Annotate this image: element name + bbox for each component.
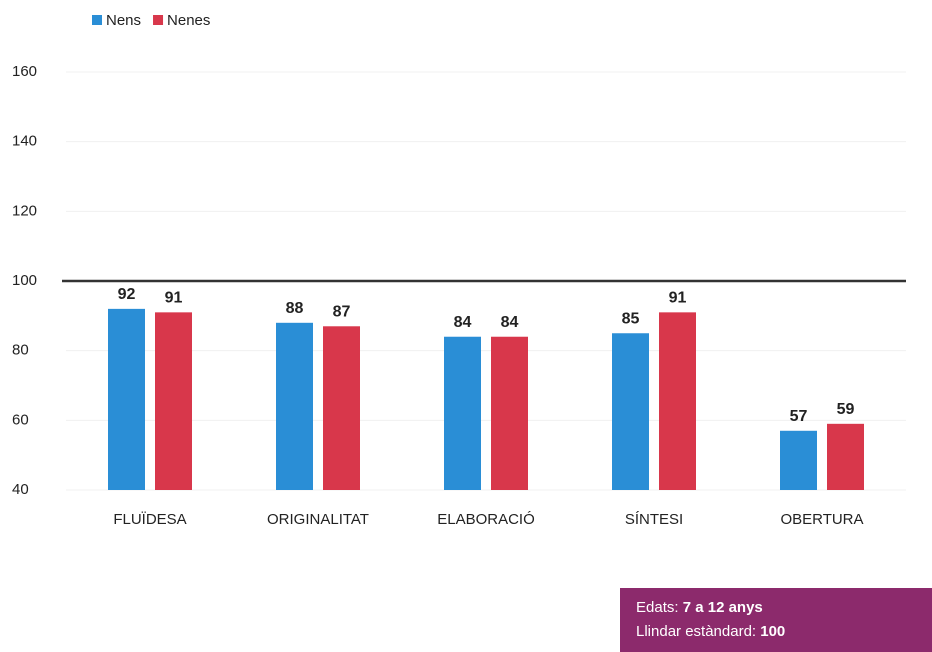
y-tick-label: 160 — [12, 63, 37, 80]
x-tick-label: ELABORACIÓ — [437, 511, 535, 528]
legend-label: Nenes — [167, 12, 210, 29]
value-label: 87 — [333, 304, 351, 321]
value-label: 91 — [165, 290, 183, 307]
bar — [491, 336, 528, 490]
x-tick-label: FLUÏDESA — [113, 511, 186, 528]
annotation-box — [620, 588, 932, 652]
y-tick-label: 40 — [12, 481, 29, 498]
legend-label: Nens — [106, 12, 141, 29]
bar — [659, 312, 696, 490]
annotation-threshold-value: 100 — [760, 623, 785, 640]
legend-swatch — [92, 15, 102, 25]
bar — [155, 312, 192, 490]
y-tick-label: 140 — [12, 133, 37, 150]
bar — [827, 423, 864, 490]
annotation-threshold: Llindar estàndard: 100 — [636, 623, 785, 640]
value-label: 57 — [790, 408, 808, 425]
x-tick-label: ORIGINALITAT — [267, 511, 369, 528]
annotation-threshold-label: Llindar estàndard: — [636, 623, 760, 640]
value-label: 59 — [837, 401, 855, 418]
annotation-ages: Edats: 7 a 12 anys — [636, 599, 763, 616]
value-label: 85 — [622, 310, 640, 327]
value-label: 88 — [286, 300, 304, 317]
y-tick-label: 100 — [12, 272, 37, 289]
bar — [108, 308, 145, 490]
bar — [780, 430, 817, 490]
value-label: 91 — [669, 290, 687, 307]
y-tick-label: 60 — [12, 411, 29, 428]
x-tick-label: OBERTURA — [780, 511, 863, 528]
bar — [323, 326, 360, 490]
bar — [612, 333, 649, 490]
x-tick-label: SÍNTESI — [625, 511, 683, 528]
value-label: 84 — [454, 314, 472, 331]
y-tick-label: 120 — [12, 202, 37, 219]
annotation-ages-value: 7 a 12 anys — [683, 599, 763, 616]
value-label: 92 — [118, 286, 136, 303]
y-tick-label: 80 — [12, 342, 29, 359]
bar — [444, 336, 481, 490]
annotation-ages-label: Edats: — [636, 599, 683, 616]
value-label: 84 — [501, 314, 519, 331]
legend-swatch — [153, 15, 164, 25]
bar — [276, 322, 313, 490]
